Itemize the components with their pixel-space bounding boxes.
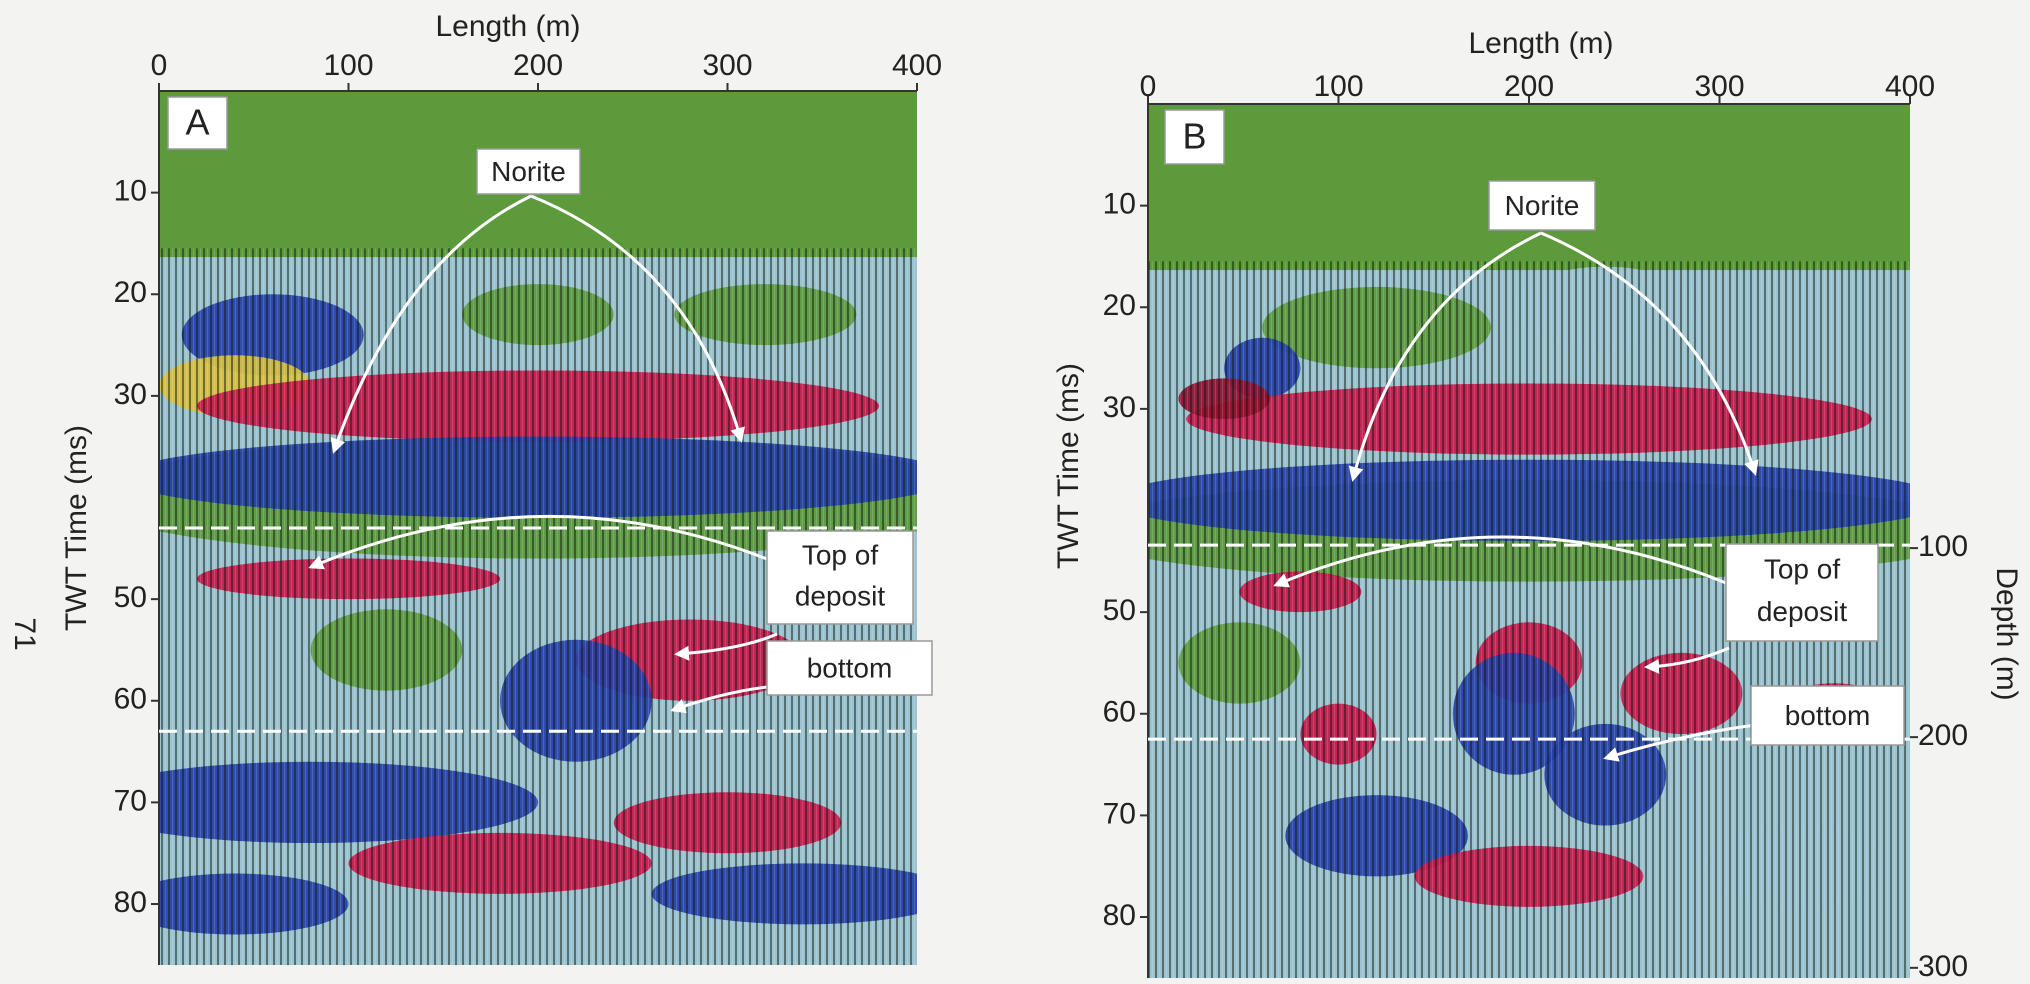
y-tick-label: 60 [114,683,147,716]
annotation: Norite [1505,190,1580,221]
annotation: bottom [1785,700,1871,731]
y-tick-label: 50 [114,581,147,614]
y-tick-label: 10 [114,175,147,208]
x-tick-label: 200 [1504,70,1554,103]
y-tick-label: 20 [114,276,147,309]
depth-axis-title: Depth (m) [1990,567,2023,700]
x-tick-label: 0 [151,49,168,82]
annotation: deposit [795,580,886,611]
y-tick-label: 30 [1103,391,1136,424]
x-axis-title: Length (m) [1468,27,1613,60]
x-tick-label: 0 [1140,70,1157,103]
panel-label: A [185,102,209,143]
annotation: deposit [1757,596,1848,627]
panel-label: B [1182,116,1206,157]
x-tick-label: 400 [892,49,942,82]
annotation: bottom [807,652,893,683]
y-tick-label: 60 [1103,696,1136,729]
depth-tick-label: 200 [1918,719,1968,752]
arrow [1644,646,1730,674]
x-tick-label: 300 [1694,70,1744,103]
annotation-box [1750,685,1905,746]
annotation: Norite [491,156,566,187]
arrow [1273,535,1727,588]
annotation-box [476,148,581,195]
page-number: 71 [8,617,41,650]
arrow [308,515,768,570]
arrow [1540,231,1759,476]
annotation-box [1725,543,1879,642]
panel-label-box [1164,109,1225,165]
y-axis-title: TWT Time (ms) [1052,363,1085,569]
y-tick-label: 80 [1103,899,1136,932]
y-tick-label: 10 [1103,188,1136,221]
x-tick-label: 400 [1885,70,1935,103]
seismic-image [1148,104,1910,978]
y-tick-label: 20 [1103,289,1136,322]
y-tick-label: 50 [1103,594,1136,627]
arrow [330,194,532,454]
x-axis-title: Length (m) [435,10,580,43]
annotation-box [766,530,914,625]
depth-tick-label: 300 [1918,950,1968,983]
arrow [1603,723,1756,762]
arrow [1348,231,1542,482]
y-tick-label: 80 [114,886,147,919]
annotation: Top of [802,539,878,570]
y-tick-label: 30 [114,378,147,411]
y-tick-label: 70 [1103,797,1136,830]
y-axis-title: TWT Time (ms) [60,425,93,631]
annotation-box [1488,180,1596,231]
arrow [674,632,778,661]
panel-label-box [167,96,228,150]
arrow [530,194,745,443]
x-tick-label: 100 [1313,70,1363,103]
y-tick-label: 70 [114,784,147,817]
depth-tick-label: 100 [1918,530,1968,563]
annotation-box [766,640,933,696]
x-tick-label: 200 [513,49,563,82]
x-tick-label: 100 [323,49,373,82]
annotation: Top of [1764,554,1840,585]
x-tick-label: 300 [702,49,752,82]
